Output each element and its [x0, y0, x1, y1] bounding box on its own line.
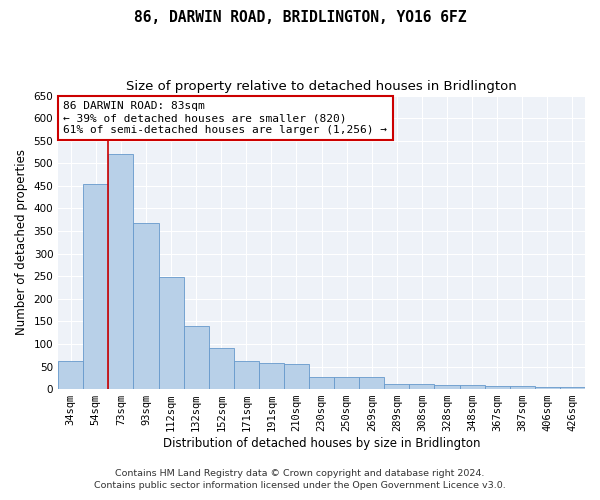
Text: 86 DARWIN ROAD: 83sqm
← 39% of detached houses are smaller (820)
61% of semi-det: 86 DARWIN ROAD: 83sqm ← 39% of detached … [64, 102, 388, 134]
Bar [434, 385, 460, 389]
Bar [460, 386, 485, 389]
X-axis label: Distribution of detached houses by size in Bridlington: Distribution of detached houses by size … [163, 437, 481, 450]
Bar [133, 223, 158, 389]
Bar [284, 364, 309, 389]
Bar [485, 386, 510, 389]
Y-axis label: Number of detached properties: Number of detached properties [15, 150, 28, 336]
Bar [83, 184, 109, 389]
Bar [259, 364, 284, 389]
Bar [234, 360, 259, 389]
Bar [535, 387, 560, 389]
Bar [109, 154, 133, 389]
Text: 86, DARWIN ROAD, BRIDLINGTON, YO16 6FZ: 86, DARWIN ROAD, BRIDLINGTON, YO16 6FZ [134, 10, 466, 25]
Bar [409, 384, 434, 389]
Bar [158, 277, 184, 389]
Bar [560, 387, 585, 389]
Title: Size of property relative to detached houses in Bridlington: Size of property relative to detached ho… [126, 80, 517, 93]
Text: Contains HM Land Registry data © Crown copyright and database right 2024.
Contai: Contains HM Land Registry data © Crown c… [94, 468, 506, 490]
Bar [334, 378, 359, 389]
Bar [385, 384, 409, 389]
Bar [510, 386, 535, 389]
Bar [209, 348, 234, 389]
Bar [359, 377, 385, 389]
Bar [58, 360, 83, 389]
Bar [184, 326, 209, 389]
Bar [309, 377, 334, 389]
